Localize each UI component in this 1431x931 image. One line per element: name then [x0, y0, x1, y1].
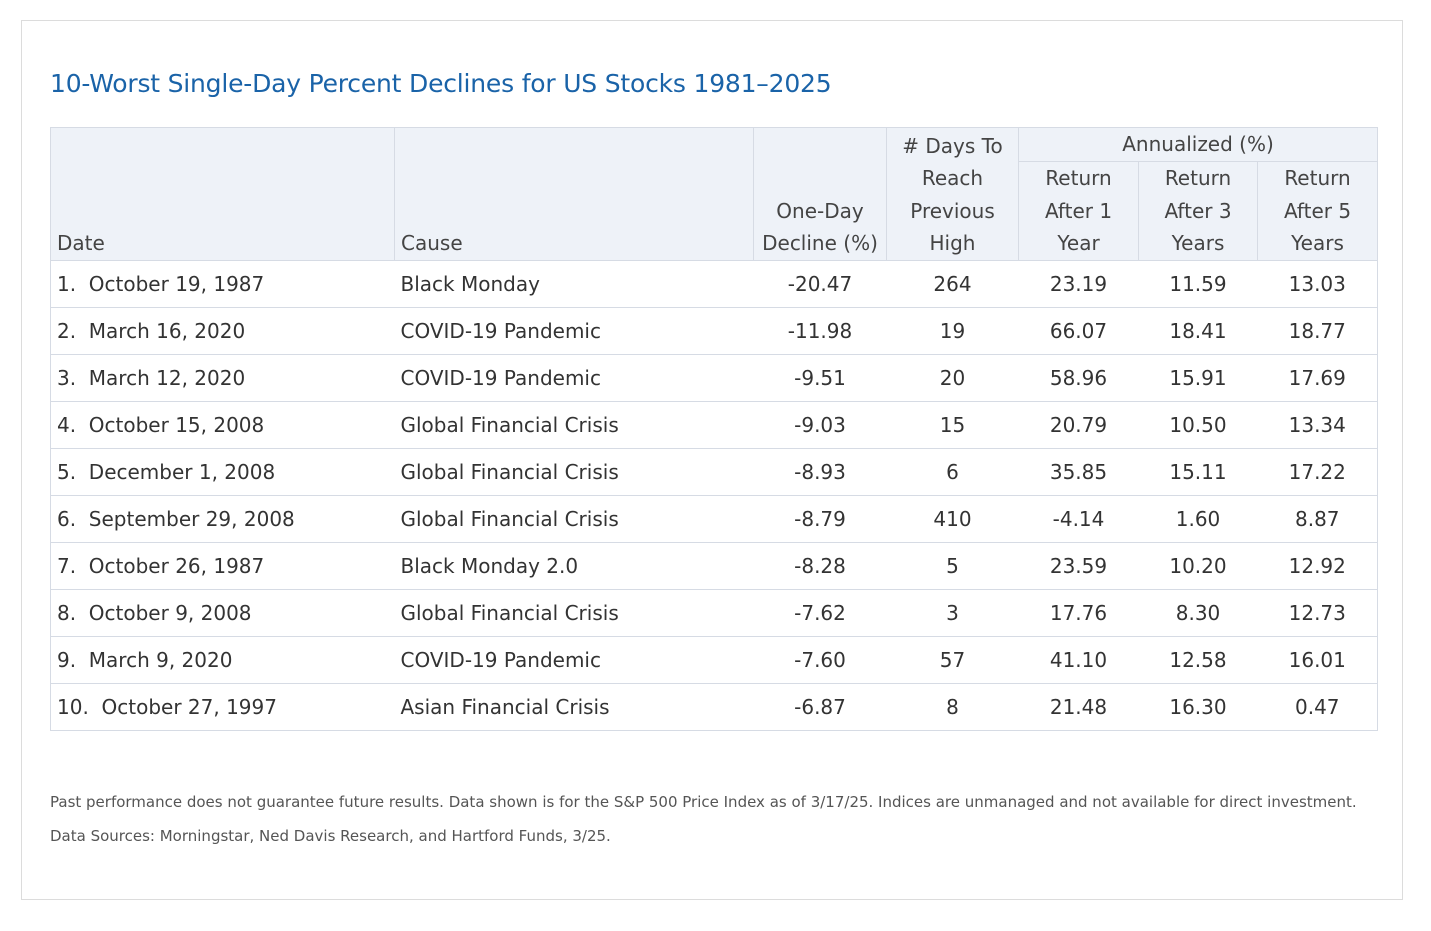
return-5y-cell: 12.92	[1257, 541, 1379, 589]
cause-cell: Global Financial Crisis	[394, 494, 754, 542]
header-cause: Cause	[394, 127, 754, 261]
cause-cell: Asian Financial Crisis	[394, 682, 754, 731]
return-1y-cell: -4.14	[1018, 494, 1139, 542]
date-cell: 3. March 12, 2020	[50, 353, 395, 401]
date-cell: 2. March 16, 2020	[50, 306, 395, 354]
return-3y-cell: 8.30	[1138, 588, 1258, 636]
return-5y-cell: 0.47	[1257, 682, 1379, 731]
decline-cell: -8.79	[753, 494, 887, 542]
table-row: 9. March 9, 2020 COVID-19 Pandemic -7.60 57…	[50, 635, 1379, 683]
header-days-to-high: # Days To Reach Previous High	[886, 127, 1019, 261]
return-3y-cell: 10.50	[1138, 400, 1258, 448]
return-5y-cell: 13.03	[1257, 259, 1379, 307]
return-5y-cell: 8.87	[1257, 494, 1379, 542]
return-5y-cell: 17.69	[1257, 353, 1379, 401]
days-cell: 410	[886, 494, 1019, 542]
table-row: 8. October 9, 2008 Global Financial Crisi…	[50, 588, 1379, 636]
header-date: Date	[50, 127, 395, 261]
days-cell: 8	[886, 682, 1019, 731]
return-1y-cell: 58.96	[1018, 353, 1139, 401]
cause-cell: Black Monday	[394, 259, 754, 307]
cause-cell: COVID-19 Pandemic	[394, 635, 754, 683]
date-cell: 10. October 27, 1997	[50, 682, 395, 731]
decline-cell: -7.62	[753, 588, 887, 636]
table-row: 3. March 12, 2020 COVID-19 Pandemic -9.51 2…	[50, 353, 1379, 401]
return-1y-cell: 17.76	[1018, 588, 1139, 636]
return-5y-cell: 16.01	[1257, 635, 1379, 683]
return-3y-cell: 11.59	[1138, 259, 1258, 307]
return-5y-cell: 12.73	[1257, 588, 1379, 636]
date-cell: 8. October 9, 2008	[50, 588, 395, 636]
return-1y-cell: 66.07	[1018, 306, 1139, 354]
table-row: 2. March 16, 2020 COVID-19 Pandemic -11.98…	[50, 306, 1379, 354]
days-cell: 20	[886, 353, 1019, 401]
date-cell: 4. October 15, 2008	[50, 400, 395, 448]
days-cell: 5	[886, 541, 1019, 589]
table-row: 1. October 19, 1987 Black Monday -20.47 264…	[50, 259, 1379, 307]
cause-cell: COVID-19 Pandemic	[394, 306, 754, 354]
return-1y-cell: 21.48	[1018, 682, 1139, 731]
header-return-1-year: Return After 1 Year	[1018, 161, 1139, 261]
decline-cell: -9.51	[753, 353, 887, 401]
return-5y-cell: 18.77	[1257, 306, 1379, 354]
return-5y-cell: 17.22	[1257, 447, 1379, 495]
return-3y-cell: 1.60	[1138, 494, 1258, 542]
days-cell: 3	[886, 588, 1019, 636]
cause-cell: Black Monday 2.0	[394, 541, 754, 589]
table-row: 7. October 26, 1987 Black Monday 2.0 -8.28…	[50, 541, 1379, 589]
return-3y-cell: 15.11	[1138, 447, 1258, 495]
chart-title: 10-Worst Single-Day Percent Declines for…	[50, 69, 832, 98]
header-return-5-years: Return After 5 Years	[1256, 161, 1379, 261]
decline-cell: -20.47	[753, 259, 887, 307]
return-3y-cell: 10.20	[1138, 541, 1258, 589]
disclaimer-note: Past performance does not guarantee futu…	[50, 793, 1357, 811]
header-return-3-years: Return After 3 Years	[1138, 161, 1258, 261]
days-cell: 264	[886, 259, 1019, 307]
date-cell: 6. September 29, 2008	[50, 494, 395, 542]
return-1y-cell: 23.59	[1018, 541, 1139, 589]
date-cell: 9. March 9, 2020	[50, 635, 395, 683]
return-1y-cell: 35.85	[1018, 447, 1139, 495]
return-1y-cell: 23.19	[1018, 259, 1139, 307]
return-1y-cell: 41.10	[1018, 635, 1139, 683]
header-annualized-group: Annualized (%)	[1017, 127, 1379, 162]
decline-cell: -6.87	[753, 682, 887, 731]
return-1y-cell: 20.79	[1018, 400, 1139, 448]
table-card: 10-Worst Single-Day Percent Declines for…	[21, 20, 1403, 900]
return-3y-cell: 15.91	[1138, 353, 1258, 401]
table-row: 10. October 27, 1997 Asian Financial Cris…	[50, 682, 1379, 731]
cause-cell: Global Financial Crisis	[394, 588, 754, 636]
decline-cell: -8.28	[753, 541, 887, 589]
decline-cell: -11.98	[753, 306, 887, 354]
days-cell: 57	[886, 635, 1019, 683]
decline-cell: -7.60	[753, 635, 887, 683]
date-cell: 1. October 19, 1987	[50, 259, 395, 307]
date-cell: 7. October 26, 1987	[50, 541, 395, 589]
table-row: 6. September 29, 2008 Global Financial Cr…	[50, 494, 1379, 542]
table-body: 1. October 19, 1987 Black Monday -20.47 264…	[50, 259, 1379, 731]
date-cell: 5. December 1, 2008	[50, 447, 395, 495]
cause-cell: Global Financial Crisis	[394, 447, 754, 495]
cause-cell: Global Financial Crisis	[394, 400, 754, 448]
return-5y-cell: 13.34	[1257, 400, 1379, 448]
return-3y-cell: 16.30	[1138, 682, 1258, 731]
declines-table: Date Cause One-Day Decline (%) # Days To R…	[50, 127, 1379, 731]
cause-cell: COVID-19 Pandemic	[394, 353, 754, 401]
sources-note: Data Sources: Morningstar, Ned Davis Res…	[50, 827, 611, 845]
days-cell: 6	[886, 447, 1019, 495]
header-one-day-decline: One-Day Decline (%)	[753, 127, 887, 261]
days-cell: 19	[886, 306, 1019, 354]
table-row: 4. October 15, 2008 Global Financial Cris…	[50, 400, 1379, 448]
return-3y-cell: 18.41	[1138, 306, 1258, 354]
decline-cell: -8.93	[753, 447, 887, 495]
return-3y-cell: 12.58	[1138, 635, 1258, 683]
table-row: 5. December 1, 2008 Global Financial Cris…	[50, 447, 1379, 495]
days-cell: 15	[886, 400, 1019, 448]
decline-cell: -9.03	[753, 400, 887, 448]
